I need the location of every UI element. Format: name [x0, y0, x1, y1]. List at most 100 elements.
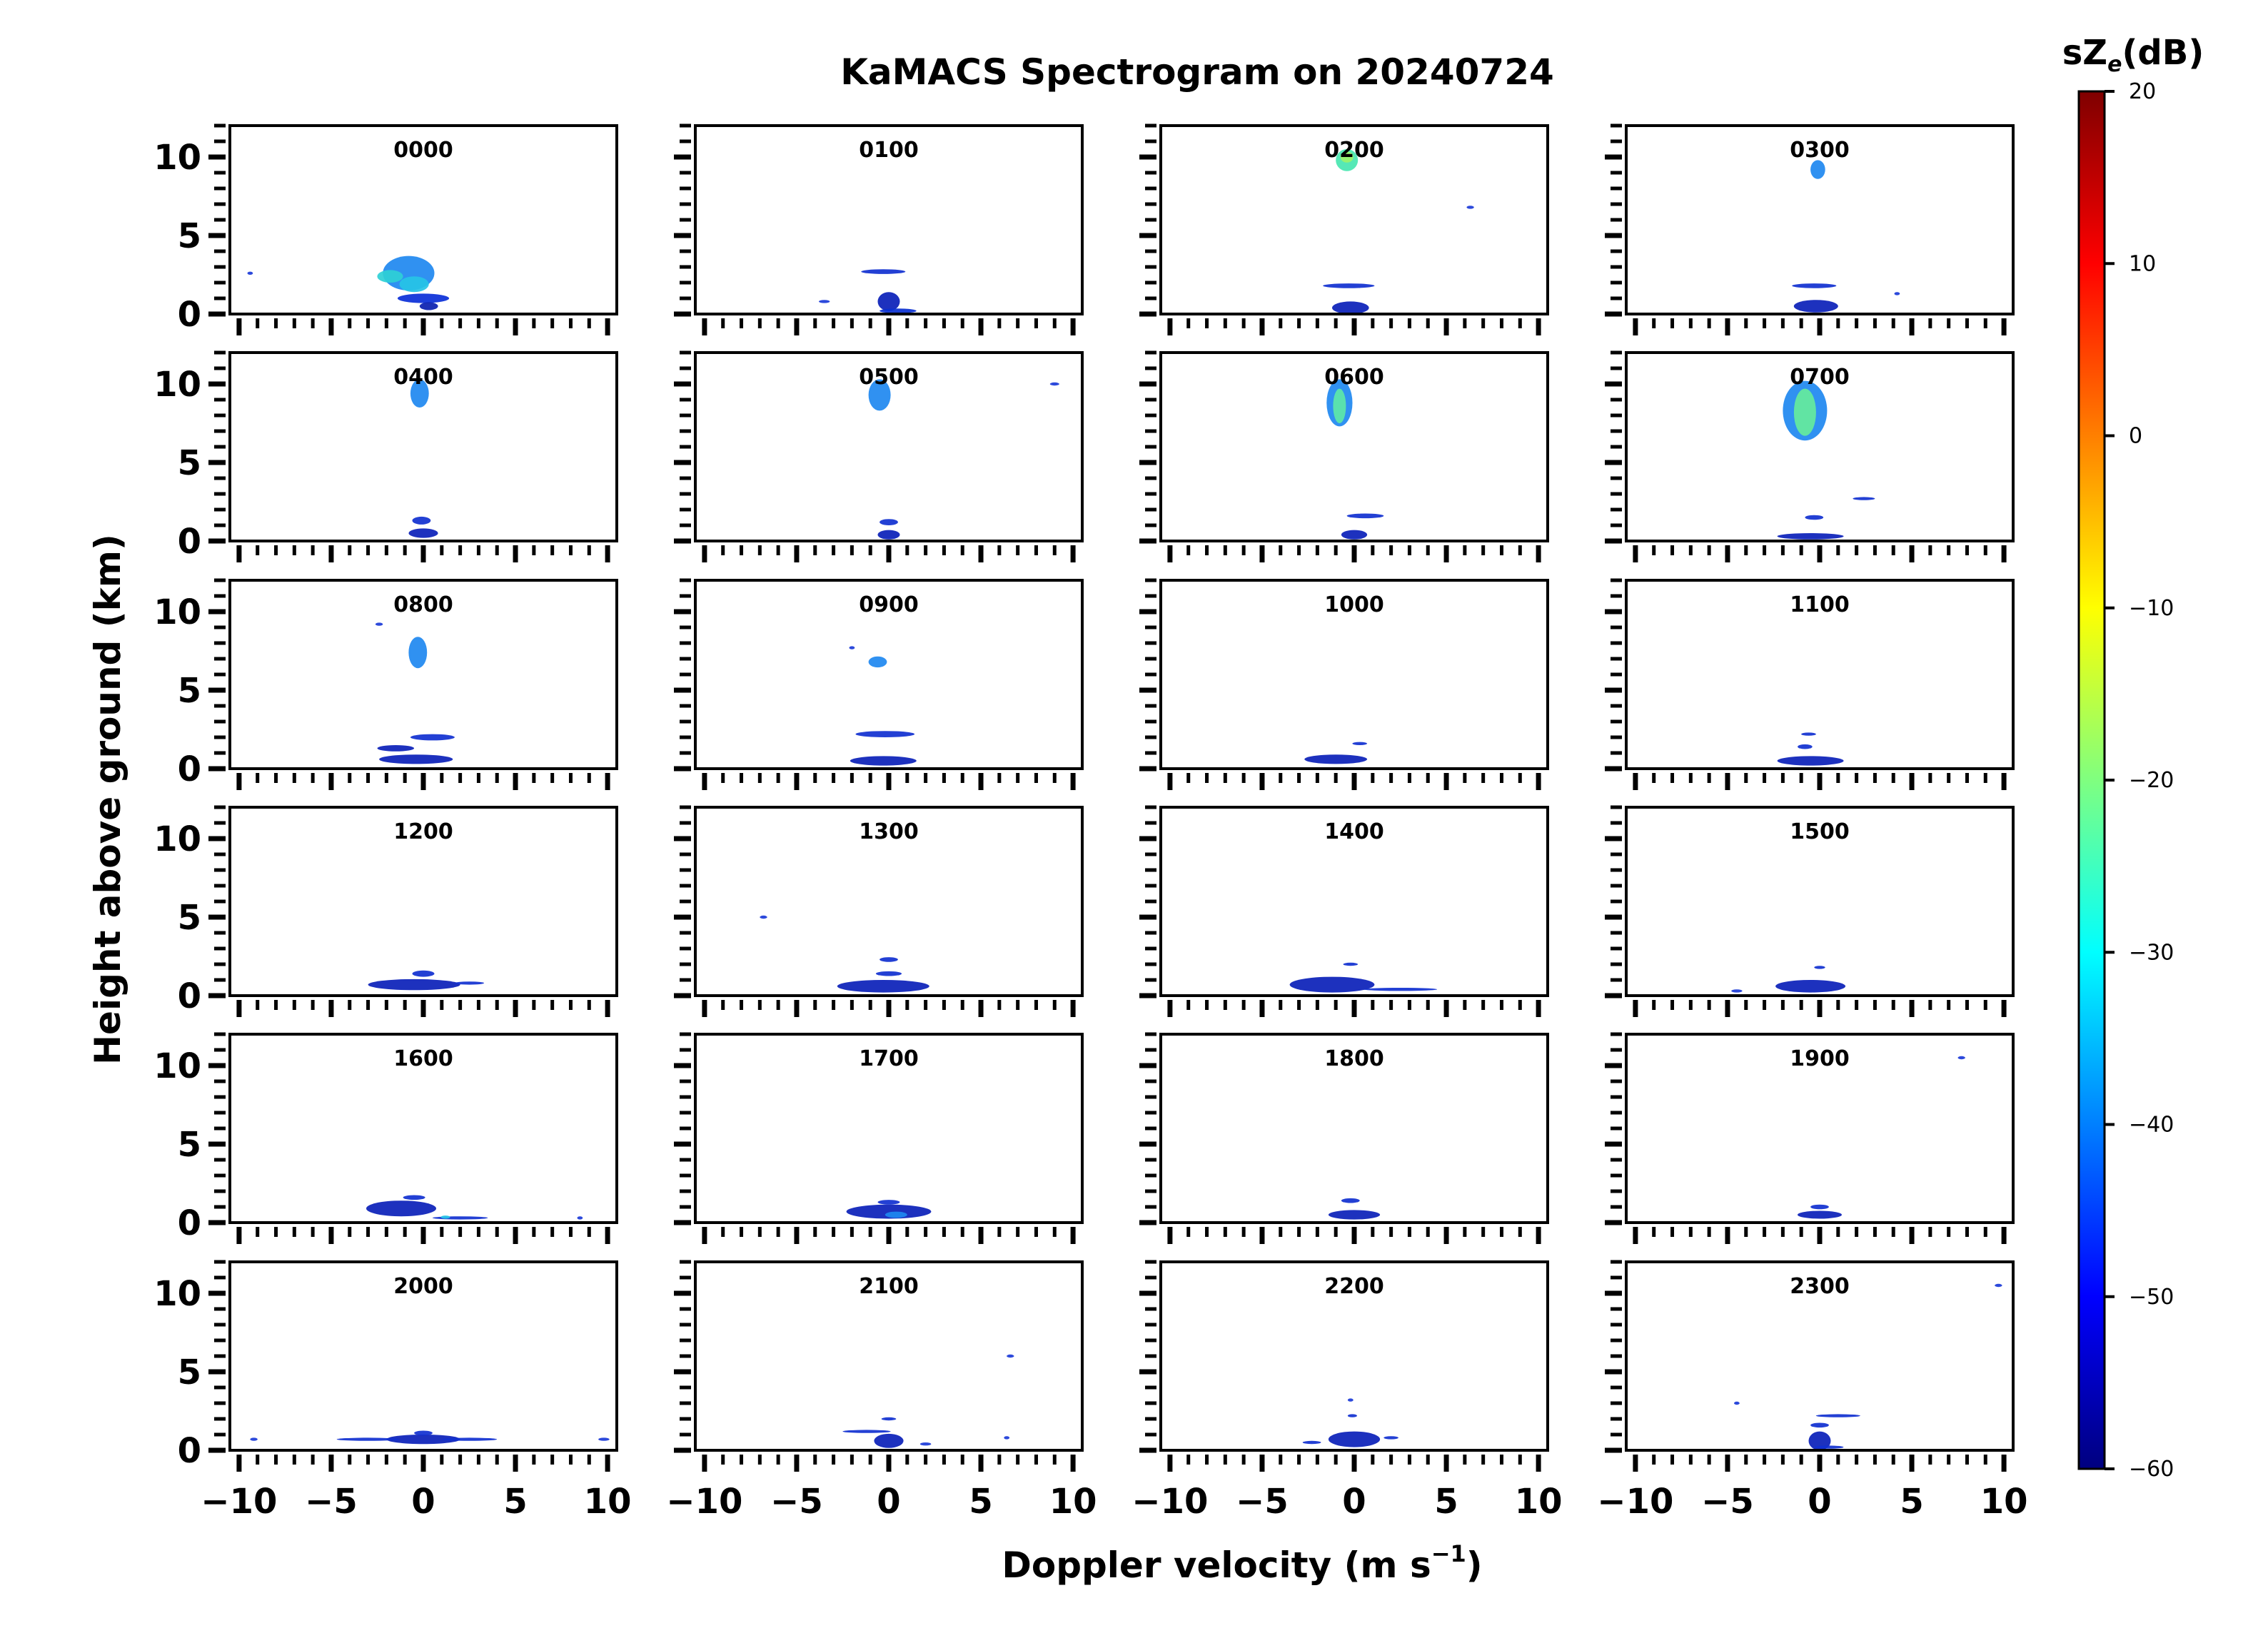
spectrum-echo: [397, 293, 450, 303]
panel: 0500: [674, 350, 1084, 562]
spectrum-echo: [868, 379, 891, 411]
spectrum-echo: [399, 276, 429, 293]
panel-frame: [1159, 1260, 1549, 1452]
spectrum-echo: [1798, 744, 1813, 749]
spectrum-echo: [850, 756, 917, 766]
x-tick-label: 10: [1980, 1482, 2028, 1522]
panel-time-label: 2100: [859, 1274, 919, 1299]
panel: 0800 0 5 10: [153, 578, 618, 790]
y-tick-label: 10: [153, 365, 201, 405]
spectrum-echo: [1007, 1354, 1014, 1358]
spectrum-echo: [861, 269, 906, 274]
spectrum-echo: [1793, 388, 1816, 436]
spectrum-echo: [849, 646, 855, 649]
y-axis-label: Height above ground (km): [87, 534, 128, 1065]
spectrum-echo: [881, 1417, 897, 1421]
spectrum-echo: [1049, 382, 1059, 386]
spectrum-echo: [877, 530, 900, 540]
x-tick-label: −5: [305, 1482, 358, 1522]
spectrum-echo: [1352, 742, 1367, 745]
spectrum-echo: [1808, 1431, 1831, 1450]
panel-time-label: 1000: [1324, 592, 1384, 617]
spectrum-echo: [1466, 206, 1474, 209]
spectrum-echo: [412, 516, 431, 525]
y-tick-label: 0: [178, 522, 201, 562]
y-tick-label: 0: [178, 1203, 201, 1243]
colorbar-label-unit: (dB): [2122, 33, 2204, 73]
spectrum-echo: [1957, 1056, 1965, 1060]
x-tick-label: 5: [1434, 1482, 1458, 1522]
panel-time-label: 1300: [859, 819, 919, 844]
spectrum-echo: [414, 1430, 433, 1436]
spectrum-echo: [1810, 1422, 1829, 1428]
spectrum-echo: [1323, 283, 1375, 288]
panel-time-label: 0400: [393, 365, 453, 390]
panel-frame: [1159, 806, 1549, 997]
x-axis-label: Doppler velocity (m s−1): [1002, 1540, 1482, 1586]
panel-frame: [1625, 1033, 2015, 1224]
spectrum-echo: [919, 1442, 932, 1446]
y-tick-label: 10: [153, 138, 201, 178]
panel-time-label: 1600: [393, 1046, 453, 1071]
spectrum-echo: [874, 1433, 904, 1448]
panel-frame: [1159, 351, 1549, 542]
panel: 0300: [1605, 123, 2015, 335]
spectrum-echo: [1894, 292, 1900, 295]
spectrum-echo: [1814, 966, 1825, 969]
panel: 2200 −10 −5 0 5 10: [1132, 1260, 1563, 1522]
panel-time-label: 0500: [859, 365, 919, 390]
panel-frame: [694, 351, 1084, 542]
y-tick-label: 5: [178, 671, 201, 711]
spectrum-echo: [368, 979, 460, 991]
colorbar-tick-label: −30: [2129, 940, 2174, 965]
panel-frame: [1159, 124, 1549, 315]
panel: 1200 0 5 10: [153, 805, 618, 1017]
spectrum-echo: [1792, 283, 1837, 288]
x-tick-label: 5: [1900, 1482, 1923, 1522]
panel: 1700: [674, 1032, 1084, 1244]
panel-frame: [694, 1260, 1084, 1452]
spectrum-echo: [877, 1200, 900, 1205]
spectrum-echo: [1734, 1401, 1740, 1405]
spectrum-echo: [880, 957, 898, 962]
spectrum-echo: [1304, 754, 1368, 764]
panel-frame: [228, 1033, 618, 1224]
spectrum-echo: [1814, 1445, 1844, 1449]
spectrum-echo: [1775, 980, 1846, 993]
x-axis-label-close: ): [1466, 1544, 1483, 1586]
x-tick-label: 0: [877, 1482, 900, 1522]
panel-time-label: 1800: [1324, 1046, 1384, 1071]
spectrum-echo: [377, 745, 415, 752]
colorbar-tick-label: 10: [2129, 251, 2156, 276]
colorbar: sZe(dB) 20 10 0 −10 −20 −30 −40 −50 −60: [2062, 33, 2204, 1482]
x-tick-label: 5: [503, 1482, 527, 1522]
panel-frame: [228, 124, 618, 315]
colorbar-tick-label: 0: [2129, 424, 2142, 449]
panel: 0100: [674, 123, 1084, 335]
panel: 1900: [1605, 1032, 2015, 1244]
colorbar-ticks: 20 10 0 −10 −20 −30 −40 −50 −60: [2105, 79, 2174, 1482]
spectrum-echo: [366, 1200, 436, 1217]
panel: 1500: [1605, 805, 2015, 1017]
panel: 1000: [1139, 578, 1549, 790]
x-axis-label-sup: −1: [1431, 1540, 1466, 1567]
panel: 2100 −10 −5 0 5 10: [666, 1260, 1097, 1522]
x-axis-label-main: Doppler velocity (m s: [1002, 1544, 1431, 1586]
panel-frame: [1625, 806, 2015, 997]
spectrum-echo: [408, 637, 428, 669]
panel-time-label: 0200: [1324, 138, 1384, 163]
x-tick-label: 0: [1808, 1482, 1831, 1522]
spectrum-echo: [855, 731, 915, 737]
spectrum-echo: [1815, 1414, 1860, 1417]
spectrum-echo: [432, 1216, 488, 1220]
spectrum-echo: [875, 971, 902, 976]
spectrum-echo: [375, 622, 383, 626]
panel: 1800: [1139, 1032, 1549, 1244]
panel-frame: [228, 579, 618, 770]
colorbar-label-main: sZ: [2062, 33, 2107, 73]
panel-frame: [1159, 1033, 1549, 1224]
spectrum-echo: [1801, 732, 1816, 736]
x-tick-label: 10: [1515, 1482, 1563, 1522]
spectrum-echo: [250, 1437, 258, 1441]
spectrum-echo: [1810, 160, 1825, 179]
